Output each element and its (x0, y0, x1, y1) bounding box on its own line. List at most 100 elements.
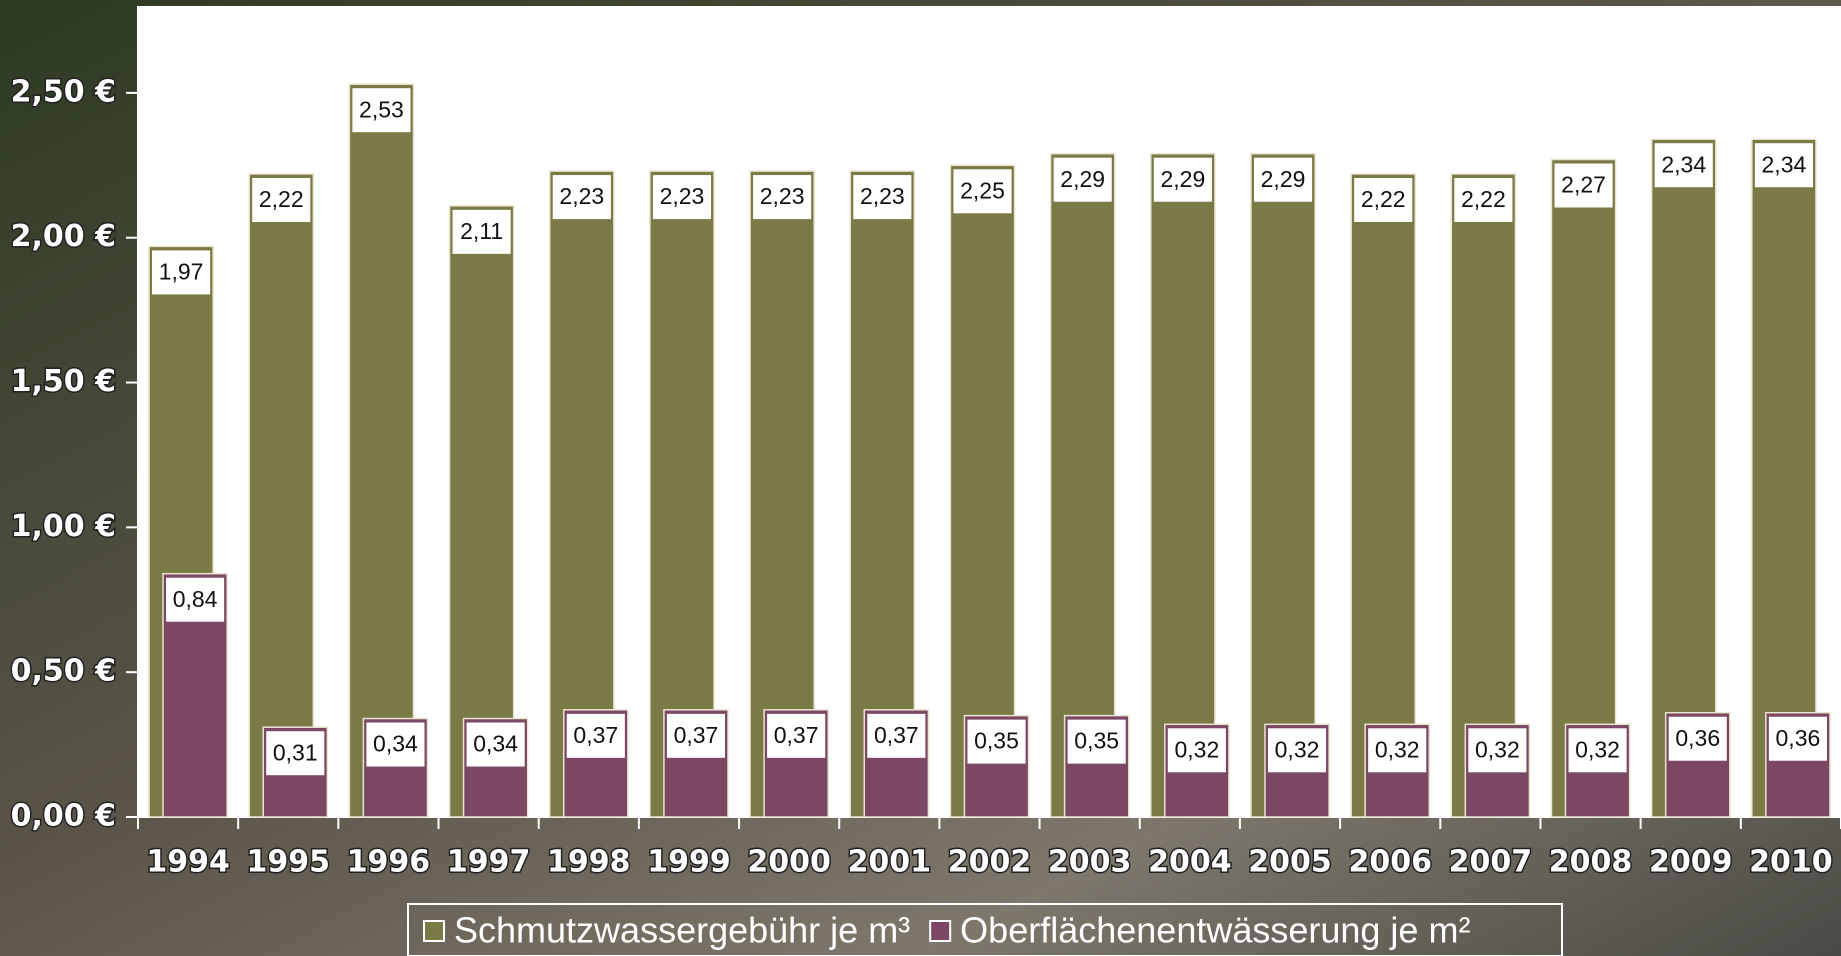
bar (1550, 158, 1617, 818)
value-label-box (1668, 716, 1727, 761)
value-label-box (767, 713, 826, 758)
value-label: 0,35 (974, 728, 1019, 754)
value-label-box (366, 722, 425, 767)
bar (1350, 173, 1417, 818)
value-label-box (1468, 728, 1527, 773)
bar (1150, 152, 1216, 818)
x-tick-label: 2001 (848, 845, 932, 880)
legend-label: Schmutzwassergebühr je m³ (454, 910, 910, 951)
value-label: 2,25 (960, 177, 1005, 203)
value-label-box (1368, 728, 1427, 773)
x-tick-label: 2007 (1449, 845, 1533, 880)
y-tick-label: 1,00 € (11, 509, 116, 544)
bar (248, 173, 315, 818)
value-label-box (252, 177, 311, 222)
value-label: 2,53 (359, 96, 404, 122)
x-tick-label: 2009 (1649, 845, 1733, 880)
x-tick-label: 1999 (647, 845, 731, 880)
value-label: 2,29 (1261, 166, 1306, 192)
value-label: 0,32 (1174, 736, 1219, 762)
value-label-box (953, 169, 1012, 214)
value-label: 0,37 (674, 722, 719, 748)
value-label-box (1354, 177, 1413, 222)
value-label-box (1167, 728, 1226, 773)
value-label-box (566, 713, 625, 758)
value-label: 0,32 (1375, 736, 1420, 762)
bar (1751, 138, 1817, 818)
bar (1250, 152, 1316, 818)
value-label-box (853, 175, 912, 220)
y-tick-label: 0,00 € (11, 799, 116, 834)
value-label-box (166, 577, 225, 622)
value-label-box (552, 175, 611, 220)
value-label: 2,34 (1762, 151, 1807, 177)
x-tick-label: 1994 (146, 845, 230, 880)
value-label: 2,23 (660, 183, 705, 209)
value-label-box (1554, 163, 1613, 208)
value-label-box (152, 250, 211, 295)
value-label: 0,36 (1675, 725, 1720, 751)
x-tick-label: 1995 (247, 845, 331, 880)
value-label: 0,32 (1275, 736, 1320, 762)
value-label-box (1654, 143, 1713, 188)
x-tick-label: 2004 (1148, 845, 1232, 880)
legend-swatch (929, 920, 952, 942)
y-tick-label: 1,50 € (11, 364, 116, 399)
legend-label: Oberflächenentwässerung je m² (960, 910, 1470, 951)
value-label: 2,22 (259, 186, 304, 212)
bar (949, 164, 1016, 818)
value-label: 0,32 (1475, 736, 1520, 762)
value-label: 0,32 (1575, 736, 1620, 762)
value-label: 0,37 (874, 722, 919, 748)
value-label: 2,23 (760, 183, 805, 209)
x-tick-label: 2008 (1549, 845, 1633, 880)
y-tick-label: 0,50 € (11, 654, 116, 689)
value-label: 0,34 (373, 731, 418, 757)
value-label-box (1267, 728, 1327, 773)
x-tick-label: 2002 (948, 845, 1032, 880)
y-tick-label: 2,50 € (11, 74, 116, 109)
value-label: 1,97 (159, 258, 204, 284)
value-label: 0,34 (473, 731, 518, 757)
bar (348, 83, 415, 818)
value-label-box (1153, 157, 1212, 202)
value-label-box (652, 175, 712, 220)
value-label-box (967, 719, 1026, 764)
bar (1450, 173, 1517, 818)
value-label-box (867, 713, 926, 758)
legend-swatch (423, 920, 445, 942)
y-tick-label: 2,00 € (11, 219, 116, 254)
value-label: 0,37 (573, 722, 618, 748)
value-label: 2,27 (1561, 172, 1606, 198)
value-label-box (466, 722, 525, 767)
value-label-box (452, 209, 511, 254)
value-label: 2,29 (1160, 166, 1205, 192)
x-tick-label: 2010 (1749, 845, 1833, 880)
value-label-box (753, 175, 812, 220)
value-label-box (1754, 143, 1813, 188)
x-tick-label: 2000 (747, 845, 831, 880)
x-tick-label: 2003 (1048, 845, 1132, 880)
value-label: 2,29 (1060, 166, 1105, 192)
x-tick-label: 1997 (447, 845, 531, 880)
bar (448, 205, 515, 818)
value-label: 2,23 (860, 183, 905, 209)
value-label: 0,37 (774, 722, 819, 748)
value-label: 0,36 (1776, 725, 1821, 751)
value-label-box (1053, 157, 1112, 202)
x-tick-label: 2005 (1248, 845, 1332, 880)
value-label-box (666, 713, 726, 758)
value-label-box (1768, 716, 1827, 761)
value-label-box (1568, 728, 1627, 773)
x-tick-label: 1996 (347, 845, 431, 880)
value-label: 2,22 (1361, 186, 1406, 212)
value-label-box (1454, 177, 1513, 222)
bar (1650, 138, 1717, 818)
x-tick-label: 1998 (547, 845, 631, 880)
value-label-box (1067, 719, 1126, 764)
value-label: 2,11 (460, 218, 503, 244)
value-label: 2,34 (1661, 151, 1706, 177)
x-tick-label: 2006 (1348, 845, 1432, 880)
